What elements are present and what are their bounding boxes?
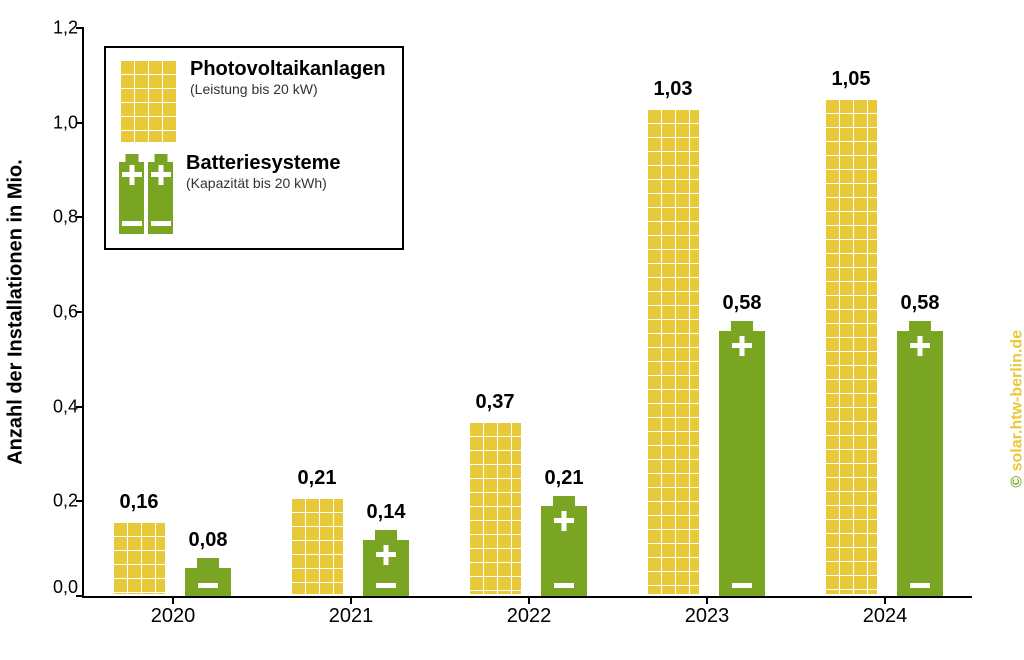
battery-bar — [185, 558, 231, 596]
ytick-3: 0,6 — [34, 302, 78, 323]
battery-value-label: 0,08 — [189, 529, 228, 552]
battery-bar — [541, 496, 587, 596]
pv-bar — [289, 496, 345, 596]
legend-item-batt: Batteriesysteme (Kapazität bis 20 kWh) — [118, 152, 386, 234]
solar-panel-icon — [118, 58, 178, 144]
battery-value-label: 0,58 — [901, 292, 940, 315]
pv-value-label: 1,03 — [654, 78, 693, 101]
ytick-5: 1,0 — [34, 112, 78, 133]
legend-batt-label: Batteriesysteme — [186, 152, 341, 175]
battery-value-label: 0,58 — [723, 292, 762, 315]
pv-bar — [111, 520, 167, 596]
battery-value-label: 0,21 — [545, 467, 584, 490]
pv-bar — [467, 420, 523, 596]
ytick-2: 0,4 — [34, 396, 78, 417]
pv-bar — [823, 97, 879, 596]
legend: Photovoltaikanlagen (Leistung bis 20 kW)… — [104, 46, 404, 250]
xtick-2024: 2024 — [863, 605, 908, 628]
xtick-2023: 2023 — [685, 605, 730, 628]
legend-item-pv: Photovoltaikanlagen (Leistung bis 20 kW) — [118, 58, 386, 144]
credit-text: © solar.htw-berlin.de — [1009, 330, 1024, 488]
battery-value-label: 0,14 — [367, 501, 406, 524]
legend-batt-sublabel: (Kapazität bis 20 kWh) — [186, 175, 341, 191]
ytick-1: 0,2 — [34, 491, 78, 512]
pv-value-label: 1,05 — [832, 68, 871, 91]
pv-bar — [645, 107, 701, 596]
battery-bar — [719, 321, 765, 597]
xtick-2020: 2020 — [151, 605, 196, 628]
battery-bar — [897, 321, 943, 597]
battery-icon — [118, 152, 174, 234]
ytick-0: 0,0 — [34, 577, 78, 598]
credit-source: solar.htw-berlin.de — [1009, 330, 1024, 471]
pv-value-label: 0,16 — [120, 491, 159, 514]
legend-pv-sublabel: (Leistung bis 20 kW) — [190, 81, 386, 97]
credit-symbol: © — [1009, 476, 1024, 488]
xtick-2021: 2021 — [329, 605, 374, 628]
bar-chart: Anzahl der Installationen in Mio. 0,0 0,… — [82, 28, 972, 598]
ytick-6: 1,2 — [34, 18, 78, 39]
legend-pv-label: Photovoltaikanlagen — [190, 58, 386, 81]
battery-bar — [363, 530, 409, 597]
pv-value-label: 0,37 — [476, 391, 515, 414]
xtick-2022: 2022 — [507, 605, 552, 628]
ytick-4: 0,8 — [34, 207, 78, 228]
y-axis-label: Anzahl der Installationen in Mio. — [5, 159, 28, 465]
pv-value-label: 0,21 — [298, 467, 337, 490]
